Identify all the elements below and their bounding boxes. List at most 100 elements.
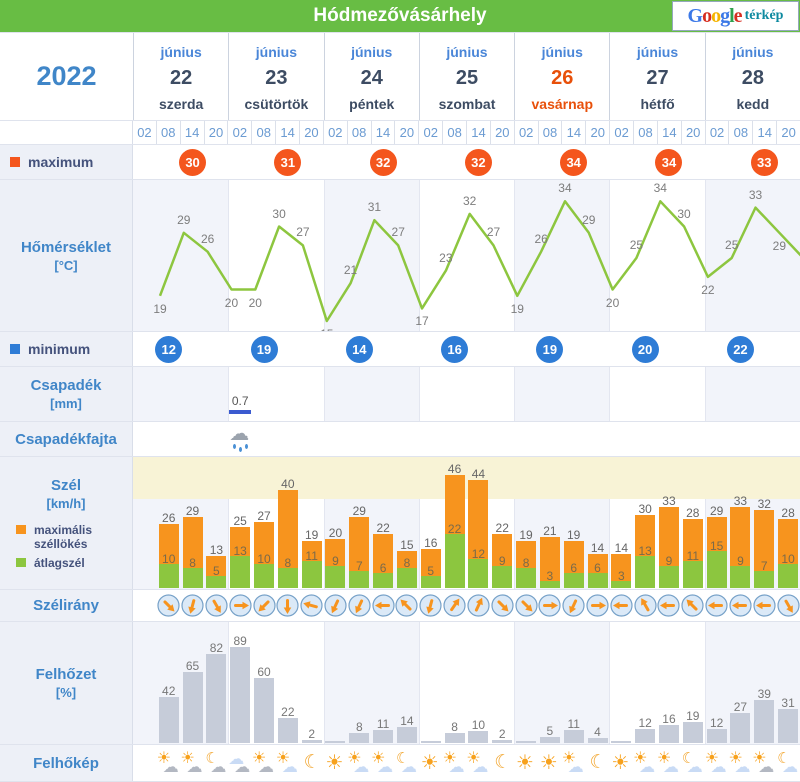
rain-drop <box>239 447 243 452</box>
precipitation-label: Csapadék <box>30 377 102 394</box>
sun-glyph: ☀ <box>633 748 648 767</box>
time-cell: 20 <box>394 121 419 144</box>
gust-legend-square <box>16 524 26 534</box>
cloud-bar <box>182 672 203 743</box>
day-header[interactable]: június 24 péntek <box>323 33 419 120</box>
cloud-bar <box>563 730 584 743</box>
weather-symbols: ☀ ☁ ☀ ☁ ☾ ☁ ☁ ☁ ☀ ☁ ☀ ☁ ☾ ☀ ☀ ☁ ☀ ☁ ☾ ☁ ☀ ☀ ☁ ☀ ☁ ☾ ☀ ☀ ☀ ☁ ☾ ☀ ☀ ☁ ☀ ☁ ☾ ☁ ☀ ☁… <box>133 745 800 781</box>
cloud-bar <box>611 740 632 743</box>
cloud-bar <box>206 654 227 743</box>
wind-direction-icon <box>657 594 681 617</box>
weather-icon-sun-cloud: ☀ ☁ <box>347 750 371 776</box>
wind-avg-label: 7 <box>355 558 363 573</box>
cloud-bar <box>277 718 298 743</box>
time-cell: 20 <box>489 121 514 144</box>
day-header[interactable]: június 26 vasárnap <box>514 33 610 120</box>
cloud-bar <box>158 697 179 743</box>
day-header[interactable]: június 22 szerda <box>133 33 229 120</box>
year-label: 2022 <box>0 33 133 120</box>
maximum-legend-square <box>10 157 20 167</box>
cloud-glyph: ☁ <box>686 757 703 776</box>
day-column-stripe <box>704 367 800 421</box>
wind-direction-icon <box>324 594 347 617</box>
wind-gust-label: 22 <box>376 521 390 536</box>
wind-avg-bar <box>396 568 417 588</box>
minimum-label: minimum <box>28 341 91 357</box>
wind-avg-label: 9 <box>332 553 339 568</box>
wind-direction-icon <box>252 594 276 617</box>
wind-direction-icon <box>776 594 800 617</box>
cloud-value-label: 65 <box>185 659 200 674</box>
day-header[interactable]: június 23 csütörtök <box>228 33 324 120</box>
temp-value-label: 25 <box>629 238 644 252</box>
time-cell: 08 <box>251 121 276 144</box>
wind-avg-label: 15 <box>709 539 724 554</box>
wind-direction-icon <box>586 594 609 617</box>
weather-icon-sun: ☀ <box>419 750 443 776</box>
rain-cloud-icon: ☁ <box>228 422 252 452</box>
cloud-value-label: 60 <box>257 664 271 679</box>
maximum-label-cell: maximum <box>0 145 133 179</box>
cloud-glyph: ☁ <box>448 757 465 776</box>
min-badge: 19 <box>250 336 278 363</box>
weather-icon-sun: ☀ <box>323 750 347 776</box>
precipitation-type-label: Csapadékfajta <box>15 430 117 448</box>
day-header[interactable]: június 25 szombat <box>418 33 515 120</box>
wind-direction-icons <box>133 590 800 621</box>
sun-glyph: ☀ <box>611 750 630 774</box>
sun-glyph: ☀ <box>252 748 267 767</box>
wind-gust-bar <box>277 490 298 588</box>
day-header[interactable]: június 27 hétfő <box>609 33 705 120</box>
cloud-bar <box>754 700 775 743</box>
temp-value-label: 29 <box>177 212 191 227</box>
time-cell: 02 <box>704 121 729 144</box>
moon-glyph: ☾ <box>681 749 696 767</box>
time-cells: 02 08 14 20 02 08 14 20 02 08 14 20 02 08 14 20 02 08 14 20… <box>133 121 800 144</box>
wind-avg-bar <box>373 573 394 588</box>
day-month: június <box>255 44 298 60</box>
weather-icon-sun: ☀ <box>609 750 633 776</box>
day-header[interactable]: június 28 kedd <box>704 33 800 120</box>
day-column-stripe <box>514 180 610 331</box>
moon-glyph: ☾ <box>589 751 607 773</box>
wind-avg-bar <box>444 534 465 588</box>
wind-legend-avg: átlagszél <box>16 556 112 570</box>
cloud-bar <box>730 713 751 743</box>
cloud-bar <box>325 740 346 743</box>
weather-icon-sun-graycloud: ☀ ☁ <box>181 750 205 776</box>
google-logo-letter: o <box>702 5 712 27</box>
cloud-glyph: ☁ <box>186 757 203 776</box>
weather-icon-sun-graycloud: ☀ ☁ <box>752 750 776 776</box>
cloud-bar <box>420 740 441 743</box>
temp-value-label: 17 <box>415 314 429 329</box>
day-column-stripe <box>323 622 419 744</box>
wind-gust-bar <box>611 553 632 588</box>
wind-gust-bar <box>349 516 370 588</box>
max-badge: 30 <box>179 149 207 176</box>
weather-icon-cloud-graycloud: ☁ ☁ <box>228 750 252 776</box>
wind-avg-bar <box>325 565 346 588</box>
temp-value-label: 19 <box>153 301 167 316</box>
maximum-badges-area: 30 31 32 32 34 34 33 <box>133 145 800 179</box>
google-map-button[interactable]: Google térkép <box>672 1 799 31</box>
wind-direction-row: Szélirány <box>0 589 800 621</box>
wind-avg-bar <box>730 565 751 588</box>
google-logo-letter: g <box>720 5 730 27</box>
cloud-glyph: ☁ <box>639 757 656 776</box>
wind-gust-label: 22 <box>495 521 509 536</box>
cloud-bar <box>254 677 275 743</box>
cloud-value-label: 11 <box>376 717 390 732</box>
sun-glyph: ☀ <box>466 748 481 767</box>
cloudiness-label: Felhőzet <box>35 666 97 683</box>
wind-avg-label: 10 <box>781 551 795 566</box>
wind-avg-bar <box>254 563 275 588</box>
wind-gust-label: 21 <box>543 523 557 538</box>
wind-direction-icon <box>729 594 752 617</box>
page-title: Hódmezővásárhely <box>313 5 487 26</box>
day-weekday: csütörtök <box>244 96 309 112</box>
moon-glyph: ☾ <box>494 751 512 773</box>
cloud-bar <box>301 739 322 743</box>
cloud-glyph: ☁ <box>229 422 250 445</box>
wind-label-cell: Szél [km/h] maximális széllökés átlagszé… <box>0 457 133 589</box>
wind-avg-label: 5 <box>427 563 435 578</box>
